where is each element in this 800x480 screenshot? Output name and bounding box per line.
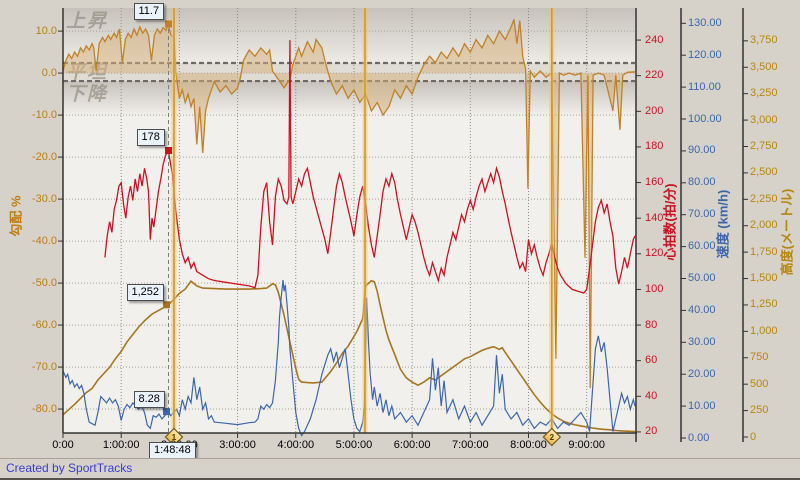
y-axis-title-elevation: 高度(メートル) [779,188,795,276]
gradient-series-area [63,19,635,389]
cursor-marker-elevation[interactable] [163,301,171,309]
zone-label: 上昇 [66,10,108,32]
cursor-marker-heart_rate[interactable] [165,146,173,154]
cursor-marker-gradient[interactable] [165,20,173,28]
gradient-series-line [62,19,636,389]
tooltip-speed-value: 8.28 [133,390,165,408]
cursor-marker-speed[interactable] [163,408,171,416]
interval-badge-number: 2 [550,433,555,442]
heart-rate-series-line [104,40,636,294]
interval-badge[interactable] [542,427,562,447]
tooltip-heart-rate-value: 178 [136,129,165,147]
interval-badge[interactable] [164,427,184,447]
speed-series-line [62,280,636,437]
interval-badge-number: 1 [172,433,177,442]
tooltip-gradient-value: 11.7 [133,2,165,20]
zone-label: 下降 [66,83,109,105]
status-bar-text: Created by SportTracks [6,461,133,475]
y-axis-title-speed: 速度 (km/h) [715,189,731,259]
tooltip-cursor-time: 1:48:48 [149,442,196,459]
y-axis-title-heart-rate: 心拍数(拍/分) [662,183,678,261]
y-axis-title-gradient: 勾配 % [8,195,24,237]
status-bar: Created by SportTracks [0,458,800,480]
chart-plot-area[interactable] [63,8,635,433]
tooltip-elevation-value: 1,252 [126,283,165,301]
